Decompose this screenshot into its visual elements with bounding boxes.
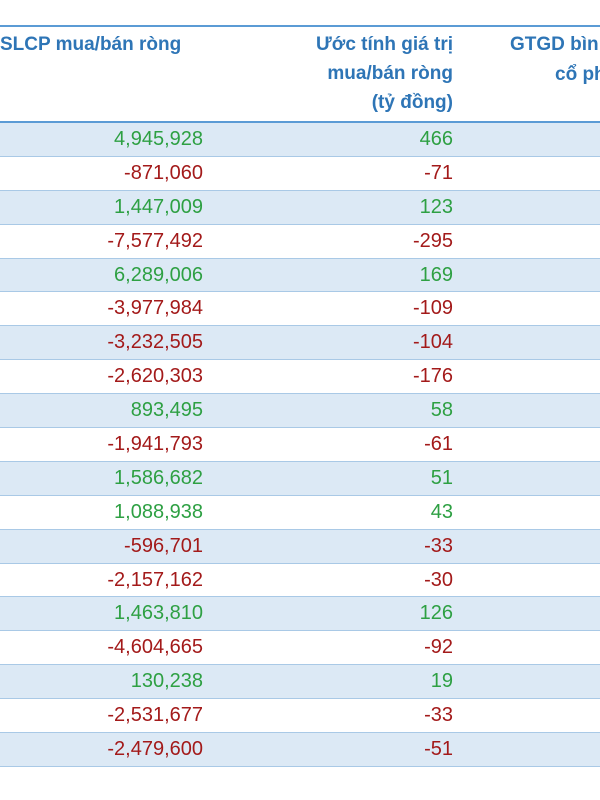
net-shares-cell: 1,088,938 bbox=[114, 500, 203, 523]
net-value-cell: -71 bbox=[424, 161, 453, 184]
net-value-cell: 123 bbox=[419, 195, 453, 218]
net-value-cell: 19 bbox=[430, 670, 453, 693]
net-value-cell: -51 bbox=[424, 738, 453, 761]
header-avg-trading-value-line2: cổ ph bbox=[555, 64, 600, 85]
table-row: 1,088,938 43 bbox=[0, 496, 600, 530]
table-row: 6,289,006 169 bbox=[0, 258, 600, 293]
table-row: -2,479,600 -51 bbox=[0, 733, 600, 767]
net-shares-cell: 1,463,810 bbox=[114, 602, 203, 625]
header-net-value: Ước tính giá trị mua/bán ròng (tỷ đồng) bbox=[316, 30, 453, 117]
net-shares-cell: -2,479,600 bbox=[107, 738, 203, 761]
table-row: -871,060 -71 bbox=[0, 157, 600, 191]
table-row: 893,495 58 bbox=[0, 394, 600, 429]
net-shares-cell: 1,586,682 bbox=[114, 466, 203, 489]
net-value-cell: -104 bbox=[412, 331, 453, 354]
table-row: -3,232,505 -104 bbox=[0, 326, 600, 361]
net-value-cell: 43 bbox=[430, 500, 453, 523]
net-value-cell: 126 bbox=[419, 602, 453, 625]
table-row: 4,945,928 466 bbox=[0, 123, 600, 157]
net-shares-cell: -2,620,303 bbox=[107, 365, 203, 388]
net-value-cell: -92 bbox=[424, 636, 453, 659]
net-shares-cell: 893,495 bbox=[130, 399, 203, 422]
net-shares-cell: -4,604,665 bbox=[107, 636, 203, 659]
net-shares-cell: -871,060 bbox=[124, 161, 203, 184]
net-value-cell: -33 bbox=[424, 704, 453, 727]
net-shares-cell: 1,447,009 bbox=[114, 195, 203, 218]
table-header: SLCP mua/bán ròng Ước tính giá trị mua/b… bbox=[0, 0, 600, 121]
net-shares-cell: -1,941,793 bbox=[107, 433, 203, 456]
net-shares-cell: -3,977,984 bbox=[107, 297, 203, 320]
table-row: -2,620,303 -176 bbox=[0, 360, 600, 395]
table-row: 1,586,682 51 bbox=[0, 461, 600, 496]
net-shares-cell: -2,531,677 bbox=[107, 704, 203, 727]
table-row: -2,531,677 -33 bbox=[0, 699, 600, 734]
net-value-cell: -33 bbox=[424, 534, 453, 557]
net-shares-cell: -2,157,162 bbox=[107, 568, 203, 591]
table-row: -7,577,492 -295 bbox=[0, 225, 600, 259]
header-net-value-line1: Ước tính giá trị bbox=[316, 34, 453, 55]
net-value-cell: 58 bbox=[430, 399, 453, 422]
table-row: 1,463,810 126 bbox=[0, 597, 600, 632]
net-shares-cell: 6,289,006 bbox=[114, 263, 203, 286]
net-value-cell: -61 bbox=[424, 433, 453, 456]
net-shares-cell: -596,701 bbox=[124, 534, 203, 557]
table-row: -596,701 -33 bbox=[0, 529, 600, 564]
net-value-cell: -109 bbox=[412, 297, 453, 320]
table-body: 4,945,928 466 -871,060 -71 1,447,009 123 -7,57… bbox=[0, 123, 600, 767]
table-row: -1,941,793 -61 bbox=[0, 428, 600, 462]
table-row: 130,238 19 bbox=[0, 665, 600, 700]
net-value-cell: 51 bbox=[430, 466, 453, 489]
net-shares-cell: 4,945,928 bbox=[114, 128, 203, 150]
header-net-value-line3: (tỷ đồng) bbox=[371, 92, 453, 113]
net-shares-cell: 130,238 bbox=[130, 670, 203, 693]
net-value-cell: -30 bbox=[424, 568, 453, 591]
header-bottom-rule bbox=[0, 121, 600, 123]
table-row: 1,447,009 123 bbox=[0, 190, 600, 225]
table-row: -3,977,984 -109 bbox=[0, 292, 600, 327]
net-shares-cell: -3,232,505 bbox=[107, 331, 203, 354]
table-row: -4,604,665 -92 bbox=[0, 631, 600, 666]
header-top-rule bbox=[0, 25, 600, 27]
header-net-value-line2: mua/bán ròng bbox=[327, 63, 453, 84]
net-value-cell: 169 bbox=[419, 263, 453, 286]
net-value-cell: -176 bbox=[412, 365, 453, 388]
header-net-shares: SLCP mua/bán ròng bbox=[0, 34, 182, 55]
net-value-cell: 466 bbox=[419, 128, 453, 150]
net-value-cell: -295 bbox=[412, 229, 453, 252]
header-avg-trading-value: GTGD bìn bbox=[510, 34, 599, 55]
table-row: -2,157,162 -30 bbox=[0, 564, 600, 598]
net-shares-cell: -7,577,492 bbox=[107, 229, 203, 252]
